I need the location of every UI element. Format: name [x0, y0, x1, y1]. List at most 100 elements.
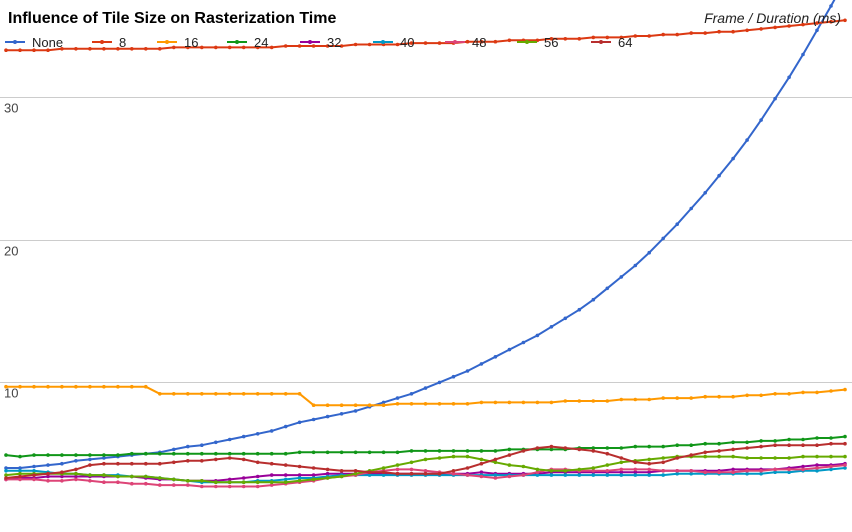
legend-marker: [165, 40, 169, 44]
data-point: [116, 461, 120, 466]
data-point: [395, 463, 400, 467]
data-point: [18, 466, 22, 470]
data-point: [74, 477, 78, 482]
data-point: [255, 392, 260, 396]
data-point: [465, 402, 470, 406]
data-point: [325, 403, 330, 408]
data-point: [703, 31, 707, 35]
data-point: [158, 47, 162, 51]
data-point: [689, 443, 693, 448]
data-point: [74, 384, 78, 389]
data-point: [353, 450, 358, 455]
data-point: [521, 449, 526, 453]
data-point: [759, 393, 763, 398]
data-point: [815, 21, 819, 25]
data-point: [787, 456, 791, 460]
data-point: [60, 453, 64, 457]
data-point: [507, 347, 512, 352]
data-point: [745, 471, 749, 476]
data-point: [591, 473, 596, 477]
data-point: [18, 469, 22, 473]
data-point: [773, 392, 777, 396]
data-point: [689, 469, 693, 473]
data-point: [549, 473, 554, 477]
data-point: [186, 444, 190, 449]
data-point: [605, 469, 610, 473]
data-point: [577, 467, 582, 472]
legend-label: 24: [254, 35, 268, 50]
data-point: [74, 471, 78, 476]
data-point: [703, 470, 707, 475]
data-point: [437, 41, 442, 45]
data-point: [130, 481, 134, 486]
data-point: [437, 449, 442, 453]
data-point: [605, 399, 610, 403]
data-point: [241, 451, 246, 456]
data-point: [787, 75, 791, 80]
data-point: [535, 470, 540, 475]
y-tick-labels: 10 20 30: [4, 101, 18, 401]
data-point: [815, 466, 819, 470]
data-point: [116, 474, 120, 479]
data-point: [591, 35, 596, 40]
data-point: [130, 384, 134, 389]
data-point: [521, 464, 526, 469]
data-point: [227, 477, 232, 482]
series-16: [4, 384, 847, 408]
legend-item-48: 48: [445, 35, 486, 50]
data-point: [32, 477, 36, 482]
data-point: [633, 473, 638, 477]
data-point: [395, 42, 400, 47]
data-point: [102, 456, 106, 460]
data-point: [535, 400, 540, 405]
data-point: [591, 399, 596, 403]
data-point: [367, 42, 372, 47]
data-point: [227, 456, 232, 460]
data-point: [214, 484, 218, 489]
data-point: [46, 471, 50, 476]
data-point: [493, 39, 498, 44]
data-point: [843, 463, 847, 467]
data-point: [18, 477, 22, 482]
data-point: [619, 470, 624, 475]
data-point: [381, 466, 386, 470]
data-point: [591, 449, 596, 453]
data-point: [186, 451, 190, 456]
data-point: [605, 35, 610, 40]
data-point: [409, 449, 414, 453]
data-point: [773, 467, 777, 472]
data-point: [339, 412, 344, 416]
data-point: [88, 453, 92, 457]
data-point: [241, 476, 246, 480]
data-point: [74, 474, 78, 479]
data-point: [829, 454, 833, 459]
data-point: [815, 390, 819, 395]
data-point: [297, 473, 302, 477]
data-point: [381, 450, 386, 455]
legend-label: None: [32, 35, 63, 50]
data-point: [60, 470, 64, 475]
data-point: [717, 470, 721, 475]
data-point: [843, 454, 847, 459]
data-point: [689, 206, 693, 211]
data-point: [325, 476, 330, 480]
data-point: [717, 394, 721, 399]
data-point: [409, 460, 414, 465]
data-point: [186, 479, 190, 483]
data-point: [437, 456, 442, 460]
data-point: [703, 450, 707, 455]
data-point: [815, 436, 819, 440]
data-point: [395, 402, 400, 406]
data-point: [633, 397, 638, 402]
data-point: [227, 45, 232, 50]
data-point: [255, 480, 260, 485]
data-point: [102, 473, 106, 477]
data-point: [745, 446, 749, 450]
data-point: [815, 28, 819, 33]
data-point: [409, 41, 414, 45]
data-point: [311, 477, 316, 482]
data-point: [493, 400, 498, 405]
data-point: [311, 417, 316, 422]
legend-label: 16: [184, 35, 198, 50]
data-point: [759, 27, 763, 31]
